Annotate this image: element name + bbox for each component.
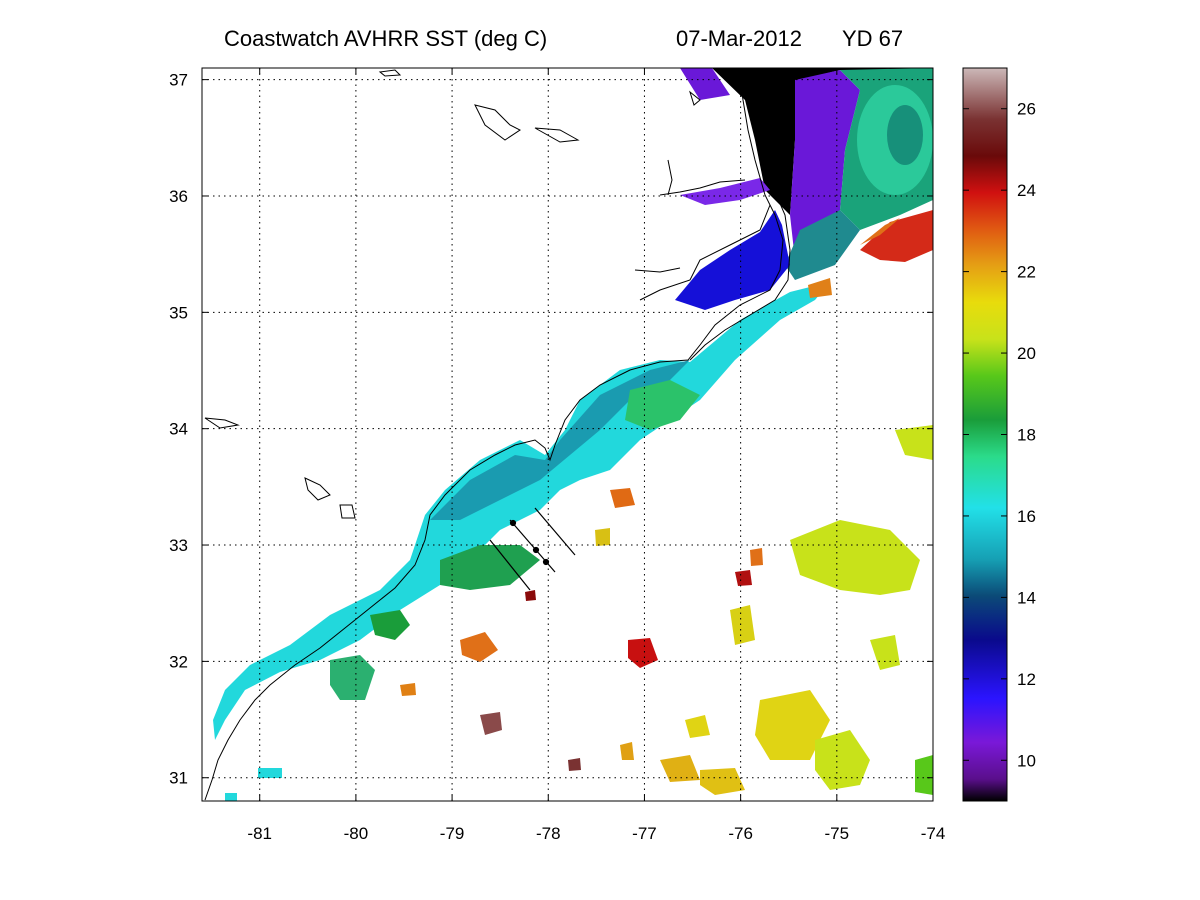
sst-shelf-green-2 [625, 380, 700, 430]
coastline-lake-6 [378, 69, 402, 77]
coastline [204, 68, 791, 801]
colorbar-ticks: 26 24 22 20 18 16 14 12 10 [963, 100, 1036, 770]
sst-patch-yellow-se2 [815, 730, 870, 790]
title-yearday: YD 67 [842, 26, 904, 51]
sst-sound-upper [680, 68, 730, 100]
sst-patch-orange-4 [660, 755, 700, 782]
transect-line-3 [534, 507, 576, 556]
sst-region-warm-ne [860, 210, 933, 262]
map-frame [201, 67, 934, 802]
sst-patch-red-2 [735, 570, 752, 586]
y-tick-label: 35 [169, 303, 188, 322]
sst-field [213, 68, 933, 801]
coastline-sound [639, 204, 771, 301]
x-tick-label: -79 [440, 824, 465, 843]
sst-region-orange-ne [860, 218, 900, 245]
sst-patch-yellow-s [700, 768, 745, 795]
sst-patch-orange-5 [400, 683, 416, 696]
sst-patch-yellow-m2 [730, 605, 755, 645]
coastline-lake-7 [689, 90, 701, 106]
sst-patch-yellow-se [755, 690, 830, 760]
sst-patch-green-e [915, 755, 933, 795]
sst-patch-red-3 [525, 590, 536, 601]
sst-shelf-green-3 [330, 655, 375, 700]
transect-station [542, 558, 550, 566]
sst-eddy-inner [887, 105, 923, 165]
sst-patch-brown-1 [480, 712, 502, 735]
colorbar-tick-label: 12 [1017, 670, 1036, 689]
y-tick-label: 31 [169, 769, 188, 788]
sst-patch-orange-3 [620, 742, 634, 760]
sst-sound-pamlico [675, 210, 790, 310]
sst-patch-yellow-m3 [685, 715, 710, 738]
colorbar-tick-label: 16 [1017, 507, 1036, 526]
sst-patch-yellow-e2 [895, 425, 933, 460]
x-tick-label: -81 [247, 824, 272, 843]
transect-station [532, 546, 540, 554]
sst-patch-yellow-m [870, 635, 900, 670]
sst-patch-south-2 [225, 793, 237, 801]
colorbar-tick-label: 24 [1017, 181, 1036, 200]
x-tick-label: -74 [921, 824, 946, 843]
sst-patch-orange-1 [460, 632, 498, 662]
sst-shelf-green [440, 545, 540, 590]
x-tick-label: -80 [344, 824, 369, 843]
colorbar-tick-label: 26 [1017, 100, 1036, 119]
x-tick-label: -78 [536, 824, 561, 843]
y-tick-label: 36 [169, 187, 188, 206]
coastline-lake-3 [304, 477, 331, 501]
sst-patch-orange-6 [750, 548, 763, 566]
coastline-mainland [204, 68, 784, 801]
x-tick-label: -76 [728, 824, 753, 843]
coastline-river-1 [659, 179, 746, 196]
transect-line-1 [489, 539, 531, 591]
y-tick-label: 37 [169, 71, 188, 90]
coastline-lake-5 [204, 417, 240, 429]
x-tick-label: -77 [632, 824, 657, 843]
sst-region-teal-outer [785, 210, 860, 280]
colorbar-tick-label: 20 [1017, 344, 1036, 363]
map-plot-area[interactable] [202, 68, 933, 801]
sampling-transects [489, 507, 576, 591]
colorbar-tick-label: 22 [1017, 263, 1036, 282]
sst-shelf-green-4 [370, 610, 410, 640]
sst-sound-albemarle [680, 178, 770, 205]
y-tick-label: 32 [169, 652, 188, 671]
y-axis: 37 36 35 34 33 32 31 [169, 71, 933, 788]
colorbar-tick-label: 14 [1017, 588, 1036, 607]
coastline-river-3 [634, 267, 681, 273]
sst-patch-brown-2 [568, 758, 581, 771]
sst-patch-yellow-east [790, 520, 920, 595]
colorbar-tick-label: 18 [1017, 426, 1036, 445]
coastline-outer-banks [689, 68, 791, 361]
colorbar-gradient [962, 67, 1008, 802]
sst-patch-orange-7 [808, 278, 832, 298]
sst-patch-red-1 [628, 638, 658, 668]
sst-region-purple [790, 70, 860, 260]
x-tick-label: -75 [825, 824, 850, 843]
coastline-lake-1 [474, 104, 521, 141]
coastline-lake-2 [534, 127, 580, 143]
sst-patch-south-1 [258, 768, 282, 778]
coastline-lake-4 [339, 504, 356, 519]
title-product: Coastwatch AVHRR SST (deg C) [224, 26, 548, 51]
map-gridlines [202, 68, 933, 801]
y-tick-label: 34 [169, 420, 188, 439]
sst-region-black [712, 68, 933, 215]
coastline-river-2 [667, 159, 673, 196]
colorbar: 26 24 22 20 18 16 14 12 10 [962, 67, 1036, 802]
sst-shelf-inner [430, 360, 690, 520]
sst-patch-yellow-n [595, 528, 610, 546]
colorbar-tick-label: 10 [1017, 751, 1036, 770]
transect-station [509, 519, 517, 527]
title-date: 07-Mar-2012 [676, 26, 802, 51]
x-axis: -81 -80 -79 -78 -77 -76 -75 -74 [247, 68, 945, 843]
y-tick-label: 33 [169, 536, 188, 555]
sst-patch-orange-2 [610, 488, 635, 508]
